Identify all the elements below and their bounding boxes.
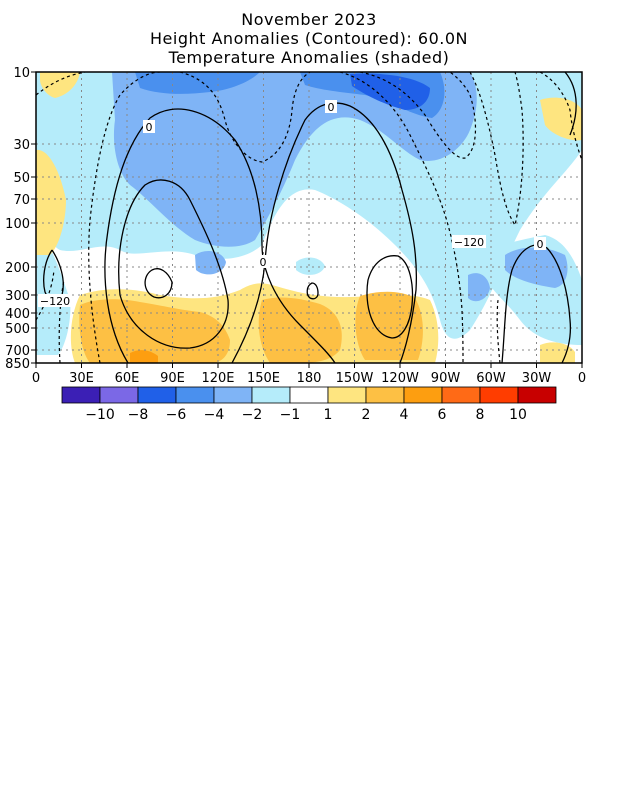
shade-neg1-midblob (296, 257, 325, 275)
shade-pos4-west (130, 350, 158, 363)
contour-solid-pacific-inner (366, 255, 414, 339)
x-tick-label: 120W (381, 371, 419, 386)
x-tick-label: 60W (476, 371, 506, 386)
x-tick-labels: 0 30E 60E 90E 120E 150E 180 150W 120W 90… (32, 371, 586, 386)
colorbar-label: 4 (400, 407, 409, 423)
shade-neg2-lowmid (468, 273, 490, 302)
shade-pos1-left-strip (36, 149, 66, 255)
x-tick-label: 90E (160, 371, 185, 386)
y-tick-label: 850 (5, 357, 30, 372)
shade-neg4-left (135, 72, 260, 94)
contour-label-0-c: 0 (260, 256, 267, 269)
contour-solid-west-core (144, 268, 173, 299)
x-tick-label: 30W (522, 371, 552, 386)
colorbar-label: −4 (204, 407, 225, 423)
shade-pos1-bottomright (540, 342, 575, 363)
x-tick-label: 0 (32, 371, 40, 386)
colorbar-label: −6 (166, 407, 187, 423)
chart-subtitle-height: Height Anomalies (Contoured): 60.0N (150, 29, 468, 48)
contour-dashed-cold-trough (179, 72, 311, 163)
shade-neg2-west (195, 250, 226, 275)
contour-labels: 0 0 0 0 −120 −120 (38, 100, 546, 308)
shade-neg2-right (505, 247, 568, 288)
height-contours (43, 72, 577, 363)
colorbar-label: 10 (509, 407, 527, 423)
colorbar-label: −10 (85, 407, 115, 423)
colorbar-swatch (137, 386, 177, 404)
colorbar-label: −1 (280, 407, 301, 423)
colorbar-label: −2 (242, 407, 263, 423)
contour-dashed-farright (539, 72, 582, 161)
x-tick-label: 120E (201, 371, 234, 386)
shade-neg2-region (112, 72, 477, 247)
contour-dashed-east (469, 72, 524, 227)
colorbar-label: 6 (438, 407, 447, 423)
y-tick-label: 10 (13, 66, 30, 81)
colorbar-swatch (99, 386, 139, 404)
colorbar-label: 8 (476, 407, 485, 423)
y-tick-label: 500 (5, 322, 30, 337)
colorbar-label: 2 (362, 407, 371, 423)
y-tick-label: 400 (5, 307, 30, 322)
contour-dashed-pacific-outer (339, 72, 464, 363)
y-tick-label: 700 (5, 344, 30, 359)
contour-dashed-east-lower (496, 299, 501, 363)
y-tick-label: 30 (13, 138, 30, 153)
y-tick-labels: 10 30 50 70 100 200 300 400 500 700 850 (5, 66, 30, 372)
colorbar-swatch (365, 386, 405, 404)
x-tick-label: 150E (247, 371, 280, 386)
colorbar-swatch (175, 386, 215, 404)
contour-solid-west-inner (118, 179, 229, 349)
colorbar-swatch (61, 386, 101, 404)
shade-pos1-topleft (40, 72, 80, 98)
y-tick-label: 200 (5, 261, 30, 276)
x-tick-label: 90W (431, 371, 461, 386)
colorbar: −10 −8 −6 −4 −2 −1 1 2 4 6 8 10 (61, 386, 557, 423)
contour-dashed-west (36, 72, 161, 363)
contour-label-0-b: 0 (328, 101, 335, 114)
colorbar-swatch (289, 386, 329, 404)
contour-label-neg120-a: −120 (454, 236, 484, 249)
x-tick-label: 0 (578, 371, 586, 386)
chart-subtitle-temperature: Temperature Anomalies (shaded) (168, 48, 450, 67)
x-tick-label: 150W (336, 371, 374, 386)
contour-solid-dateline (306, 282, 319, 300)
x-tick-label: 180 (297, 371, 322, 386)
contour-dashed-pacific-inner (359, 72, 477, 159)
colorbar-swatch (251, 386, 291, 404)
y-tick-label: 100 (5, 217, 30, 232)
y-tick-label: 300 (5, 289, 30, 304)
contour-label-neg120-b: −120 (40, 295, 70, 308)
x-tick-label: 30E (69, 371, 94, 386)
x-tick-label: 60E (115, 371, 140, 386)
chart-title-block: November 2023 Height Anomalies (Contoure… (0, 10, 618, 67)
contour-label-0-d: 0 (537, 238, 544, 251)
colorbar-label: −8 (128, 407, 149, 423)
colorbar-swatch (441, 386, 481, 404)
colorbar-labels: −10 −8 −6 −4 −2 −1 1 2 4 6 8 10 (85, 407, 527, 423)
y-tick-label: 70 (13, 193, 30, 208)
shade-neg6-region (350, 73, 430, 110)
contour-solid-topright (564, 72, 577, 136)
colorbar-swatch (213, 386, 253, 404)
colorbar-swatch (403, 386, 443, 404)
colorbar-swatch (479, 386, 519, 404)
colorbar-label: 1 (324, 407, 333, 423)
colorbar-boxes (61, 386, 557, 404)
contour-label-0-a: 0 (146, 121, 153, 134)
shade-neg1-left (36, 230, 71, 355)
chart-title: November 2023 (241, 10, 377, 29)
colorbar-swatch (517, 386, 557, 404)
contour-solid-east (501, 244, 572, 363)
colorbar-swatch (327, 386, 367, 404)
y-tick-label: 50 (13, 171, 30, 186)
contour-solid-west-outer (104, 108, 336, 363)
axis-ticks (31, 71, 583, 368)
